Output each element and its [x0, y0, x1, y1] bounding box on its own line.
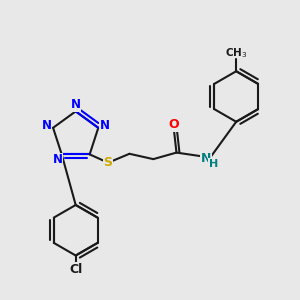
Text: N: N — [42, 119, 52, 132]
Text: CH$_3$: CH$_3$ — [225, 46, 248, 60]
Text: H: H — [209, 159, 218, 169]
Text: Cl: Cl — [69, 263, 82, 276]
Text: N: N — [100, 119, 110, 132]
Text: N: N — [53, 153, 63, 166]
Text: N: N — [201, 152, 211, 165]
Text: O: O — [169, 118, 179, 131]
Text: S: S — [103, 156, 112, 169]
Text: N: N — [71, 98, 81, 111]
